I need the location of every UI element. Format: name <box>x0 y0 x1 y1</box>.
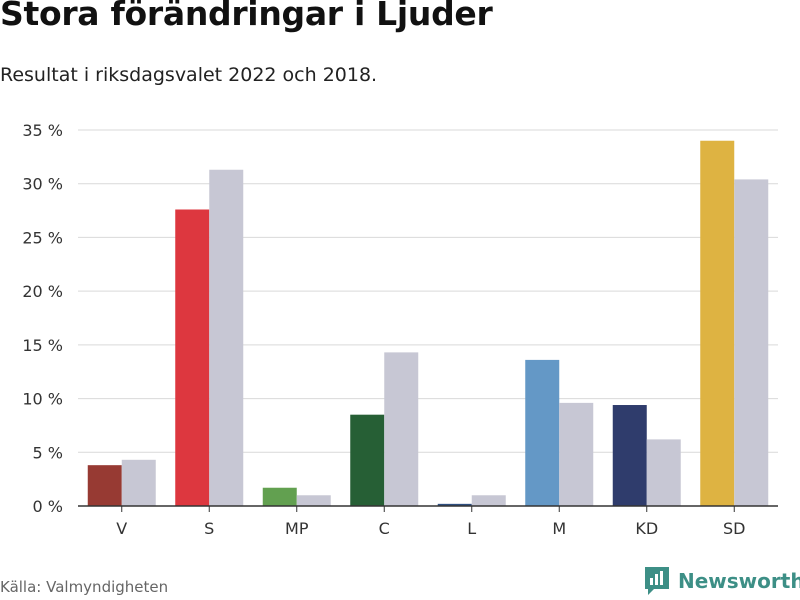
bar-2018-sd <box>734 179 769 506</box>
bar-chart-logo-icon <box>645 567 669 595</box>
y-tick-label: 25 % <box>22 228 63 247</box>
x-tick-label-l: L <box>467 519 476 538</box>
bar-chart: 0 % 5 % 10 % 15 % 20 % 25 % 30 % 35 % V S MP C L M KD S… <box>22 121 778 538</box>
bar-2022-v <box>87 465 122 506</box>
y-tick-label: 15 % <box>22 336 63 355</box>
bar-2018-c <box>384 352 419 506</box>
x-tick-label-c: C <box>379 519 390 538</box>
x-tick-label-mp: MP <box>285 519 309 538</box>
bar-2018-l <box>471 495 506 506</box>
bar-2018-v <box>121 459 156 506</box>
x-tick-label-sd: SD <box>723 519 745 538</box>
y-tick-label: 20 % <box>22 282 63 301</box>
x-tick-label-v: V <box>116 519 127 538</box>
y-tick-label: 35 % <box>22 121 63 140</box>
brand-name: Newsworthy <box>678 569 800 593</box>
bar-2022-s <box>175 209 210 507</box>
y-tick-label: 10 % <box>22 390 63 409</box>
y-tick-label: 30 % <box>22 175 63 194</box>
chart-subtitle: Resultat i riksdagsvalet 2022 och 2018. <box>0 64 378 86</box>
bar-2018-m <box>559 402 594 506</box>
bar-2022-m <box>525 359 560 506</box>
source-note: Källa: Valmyndigheten <box>0 578 169 596</box>
y-tick-label: 5 % <box>33 443 63 462</box>
bar-2022-mp <box>262 487 297 506</box>
bar-2022-kd <box>612 405 647 506</box>
bar-2022-sd <box>700 140 735 506</box>
bar-2022-c <box>350 414 385 506</box>
x-tick-label-m: M <box>552 519 566 538</box>
x-tick-label-kd: KD <box>635 519 658 538</box>
bar-2022-l <box>437 503 472 506</box>
bar-2018-kd <box>646 439 681 506</box>
bar-2018-s <box>209 169 244 506</box>
brand-logo: Newsworthy <box>644 566 800 596</box>
x-tick-label-s: S <box>204 519 214 538</box>
y-tick-label: 0 % <box>33 497 63 516</box>
chart-title: Stora förändringar i Ljuder <box>0 0 493 33</box>
bar-2018-mp <box>296 495 331 506</box>
